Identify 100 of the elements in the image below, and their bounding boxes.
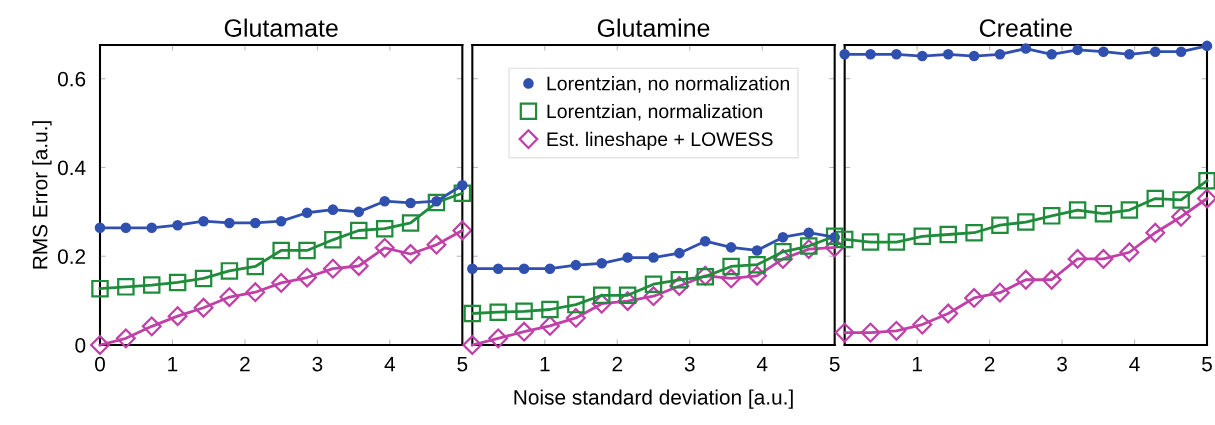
point	[1149, 46, 1161, 57]
point	[965, 223, 983, 242]
point	[427, 193, 446, 212]
point	[91, 279, 109, 298]
point	[492, 263, 504, 274]
x-tick-label: 1	[168, 356, 178, 372]
y-tick-label: 0	[75, 338, 86, 353]
point	[168, 273, 187, 292]
point	[463, 304, 482, 323]
point	[224, 217, 235, 229]
point	[301, 207, 313, 219]
point	[835, 230, 854, 249]
point	[275, 215, 287, 227]
chart-title: Glutamate	[224, 18, 338, 37]
point	[246, 257, 265, 276]
point	[942, 49, 954, 60]
point	[1146, 189, 1165, 208]
point	[489, 303, 507, 321]
point	[1171, 206, 1192, 227]
point	[405, 197, 416, 209]
point	[452, 220, 473, 241]
point	[348, 256, 369, 276]
x-tick-label: 4	[1129, 356, 1140, 372]
point	[593, 286, 611, 305]
point	[518, 263, 530, 274]
point	[991, 216, 1009, 234]
point	[90, 335, 110, 355]
point	[1042, 207, 1061, 225]
point	[193, 297, 214, 318]
point	[1120, 201, 1139, 219]
x-tick-label: 3	[1057, 356, 1067, 372]
point	[117, 278, 135, 296]
point	[467, 263, 478, 274]
point	[860, 322, 881, 343]
point	[938, 303, 959, 324]
point	[1067, 248, 1088, 269]
point	[622, 252, 633, 263]
point	[865, 49, 876, 60]
point	[322, 258, 343, 279]
point	[618, 286, 637, 305]
y-axis-title: RMS Error [a.u.]	[32, 121, 52, 269]
point	[245, 282, 266, 303]
point	[1094, 204, 1113, 223]
point	[912, 314, 933, 335]
point	[891, 49, 902, 60]
point	[725, 242, 737, 253]
point	[401, 214, 420, 232]
point	[834, 322, 855, 343]
point	[350, 221, 368, 240]
point	[1041, 269, 1062, 290]
point	[774, 243, 792, 261]
point	[917, 50, 928, 62]
point	[1072, 44, 1083, 56]
point	[250, 217, 261, 229]
point	[220, 262, 239, 280]
point	[453, 184, 472, 202]
point	[803, 227, 815, 238]
y-tick-label: 0.4	[57, 160, 86, 176]
point	[271, 272, 292, 293]
point	[596, 258, 608, 269]
x-tick-label: 5	[457, 356, 468, 372]
legend-label: Lorentzian, normalization	[547, 103, 762, 121]
x-tick-label: 1	[912, 356, 922, 372]
point	[565, 307, 586, 328]
point	[1119, 242, 1140, 263]
point	[839, 49, 850, 60]
x-tick-label: 4	[756, 356, 768, 372]
point	[964, 288, 985, 308]
point	[669, 276, 690, 296]
point	[1017, 213, 1035, 231]
point	[990, 282, 1010, 303]
point	[115, 328, 136, 349]
point	[142, 276, 161, 294]
point	[1175, 46, 1187, 57]
point	[772, 248, 793, 269]
point	[1172, 191, 1190, 209]
point	[699, 235, 711, 247]
point	[488, 328, 509, 349]
point	[1198, 172, 1215, 190]
x-axis-title: Noise standard deviation [a.u.]	[514, 389, 793, 409]
point	[167, 306, 188, 327]
point	[146, 222, 158, 234]
legend-label: Est. lineshape + LOWESS	[547, 131, 773, 150]
y-tick-label: 0.6	[57, 71, 86, 87]
point	[747, 265, 767, 286]
point	[1093, 248, 1114, 269]
point	[643, 286, 664, 307]
x-tick-label: 1	[540, 356, 550, 372]
chart-title: Glutamine	[597, 18, 710, 37]
point	[567, 295, 585, 314]
point	[886, 320, 907, 341]
point	[172, 219, 183, 231]
point	[1046, 49, 1057, 60]
point	[194, 269, 213, 288]
point	[1124, 49, 1135, 60]
point	[721, 268, 742, 289]
x-tick-label: 2	[612, 356, 623, 372]
point	[1015, 269, 1036, 290]
y-tick-label: 0.2	[57, 249, 86, 264]
point	[375, 219, 394, 238]
